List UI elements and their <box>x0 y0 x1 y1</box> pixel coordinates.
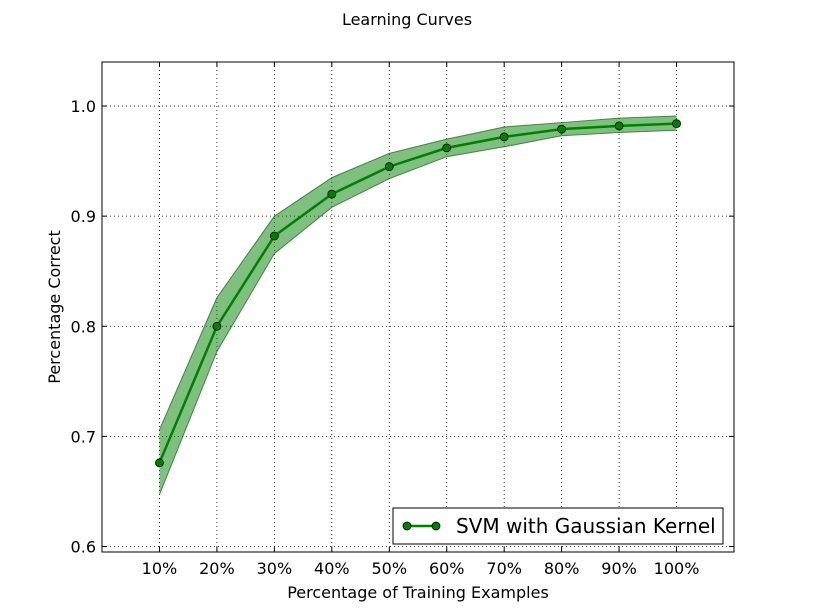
data-point <box>384 162 394 172</box>
series-line-layer <box>158 122 677 464</box>
y-tick-labels: 0.6 0.7 0.8 0.9 1.0 <box>71 97 96 556</box>
x-tick-label: 30% <box>257 559 293 578</box>
x-tick-label: 60% <box>429 559 465 578</box>
x-tick-label: 80% <box>544 559 580 578</box>
y-axis-title: Percentage Correct <box>45 230 64 384</box>
data-point <box>672 119 681 129</box>
x-tick-label: 70% <box>486 559 522 578</box>
confidence-band-layer <box>158 115 677 495</box>
y-tick-label: 0.6 <box>71 537 96 556</box>
data-point <box>327 189 337 199</box>
band-lower-edge <box>158 129 677 495</box>
confidence-band <box>159 115 677 495</box>
data-point <box>499 132 509 142</box>
legend-box <box>392 507 724 545</box>
x-tick-label: 40% <box>314 559 350 578</box>
data-point <box>212 321 222 331</box>
x-tick-label: 20% <box>199 559 235 578</box>
x-tick-label: 90% <box>601 559 637 578</box>
axis-ticks <box>102 62 734 552</box>
plot-area-frame <box>101 61 735 553</box>
legend: SVM with Gaussian Kernel <box>392 507 724 545</box>
band-upper-edge <box>158 115 677 430</box>
chart-title: Learning Curves <box>342 10 472 29</box>
series-line <box>158 122 677 464</box>
legend-label: SVM with Gaussian Kernel <box>456 514 716 538</box>
x-tick-label: 50% <box>371 559 407 578</box>
x-axis-title: Percentage of Training Examples <box>287 583 549 602</box>
data-point <box>442 143 452 153</box>
x-tick-label: 100% <box>654 559 700 578</box>
data-point <box>269 231 279 241</box>
x-tick-labels: 10% 20% 30% 40% 50% 60% 70% 80% 90% 100% <box>142 559 700 578</box>
y-tick-label: 1.0 <box>71 97 96 116</box>
data-point <box>155 458 164 468</box>
grid-lines <box>102 62 734 552</box>
y-tick-label: 0.7 <box>71 427 96 446</box>
data-point <box>614 121 624 131</box>
y-tick-label: 0.8 <box>71 317 96 336</box>
legend-marker <box>402 521 412 531</box>
data-point <box>557 124 567 134</box>
data-point-layer <box>155 119 681 468</box>
legend-marker <box>431 521 441 531</box>
y-tick-label: 0.9 <box>71 207 96 226</box>
x-tick-label: 10% <box>142 559 178 578</box>
